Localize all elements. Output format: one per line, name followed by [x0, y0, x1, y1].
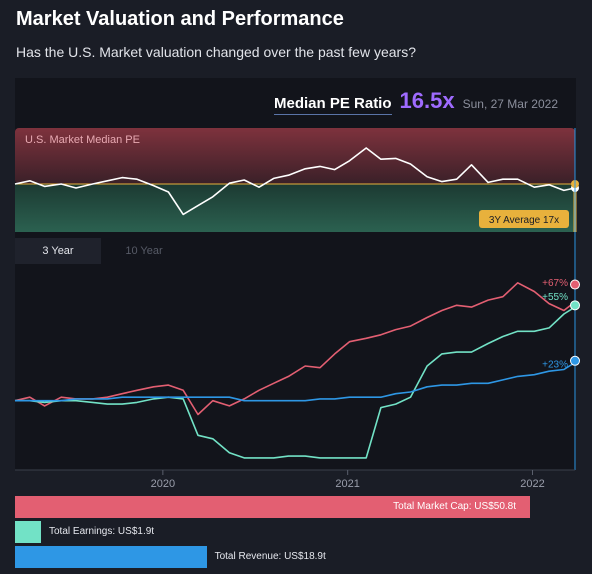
performance-chart: 2020 2021 2022 +67% +55% +23% [14, 128, 580, 490]
series-line [15, 306, 576, 459]
series-end-label: +55% [542, 292, 568, 303]
series-end-label: +23% [542, 360, 568, 371]
series-end-label: +67% [542, 278, 568, 289]
total-bar [15, 496, 530, 518]
series-end-dot [570, 300, 580, 311]
series-end-dot [570, 355, 580, 366]
period-tabs: 3 Year 10 Year [15, 238, 187, 264]
x-tick-label: 2022 [520, 478, 544, 490]
pe-band-label: U.S. Market Median PE [25, 134, 140, 146]
average-label: 3Y Average 17x [489, 215, 559, 226]
page-title: Market Valuation and Performance [16, 8, 344, 30]
pe-label[interactable]: Median PE Ratio [274, 95, 392, 115]
series-line [14, 281, 576, 416]
tab-10-year[interactable]: 10 Year [125, 245, 163, 257]
total-bar-label: Total Earnings: US$1.9t [49, 526, 155, 537]
pe-line [14, 147, 576, 216]
total-bar [15, 546, 207, 568]
total-bar-label: Total Market Cap: US$50.8t [393, 501, 516, 512]
pe-date: Sun, 27 Mar 2022 [462, 97, 558, 111]
tab-3-year[interactable]: 3 Year [15, 238, 101, 264]
pe-band-above [15, 128, 575, 184]
pe-summary: Median PE Ratio 16.5x Sun, 27 Mar 2022 [274, 88, 558, 115]
series-line [15, 361, 576, 402]
x-tick-label: 2021 [335, 478, 359, 490]
series-end-dot [570, 279, 580, 290]
total-bar-label: Total Revenue: US$18.9t [214, 551, 326, 562]
pe-value: 16.5x [399, 88, 455, 113]
page-subtitle: Has the U.S. Market valuation changed ov… [16, 44, 416, 60]
total-bar [15, 521, 41, 543]
x-tick-label: 2020 [151, 478, 175, 490]
average-badge [479, 210, 569, 228]
pe-chart: U.S. Market Median PE 3Y Average 17x [14, 128, 579, 232]
